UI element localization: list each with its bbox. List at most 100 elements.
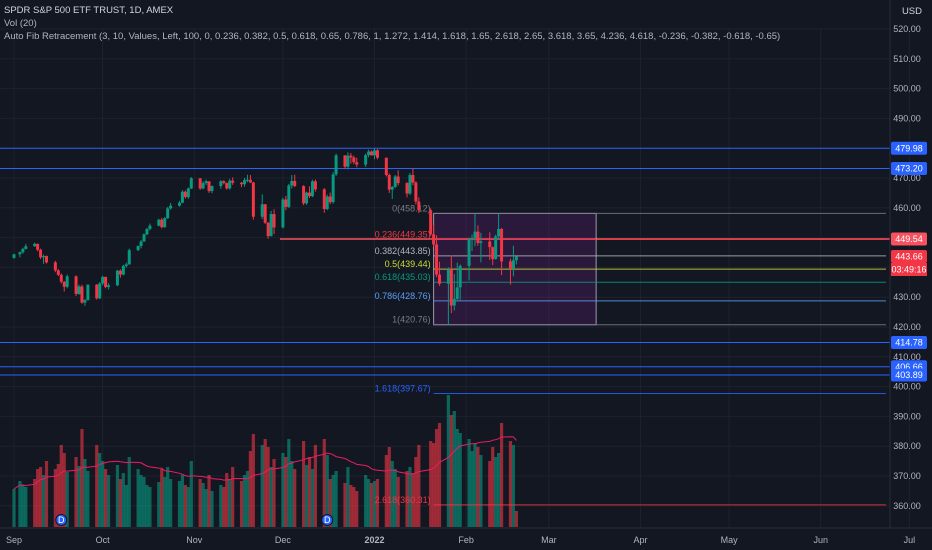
volume-bar — [269, 467, 273, 527]
volume-bar — [104, 469, 108, 527]
volume-bar — [369, 483, 374, 527]
candle-body — [331, 174, 335, 203]
dividend-marker-dec-label: D — [324, 515, 331, 525]
candle-body — [411, 175, 415, 183]
volume-bar — [446, 395, 450, 527]
volume-bar — [201, 483, 205, 527]
candle-body — [479, 241, 483, 243]
volume-bar — [290, 461, 294, 527]
candle-body — [242, 180, 246, 185]
candle-body — [393, 176, 397, 187]
currency-label[interactable]: USD — [901, 6, 922, 17]
volume-bar — [508, 441, 513, 527]
time-axis[interactable]: Sep Oct Nov Dec 2022 Feb Mar Apr May Jun Jul — [0, 527, 932, 545]
volume-bar — [38, 467, 43, 527]
volume-bar — [189, 461, 193, 527]
candle-body — [42, 256, 46, 258]
volume-bar — [251, 434, 255, 527]
fib-legend[interactable]: Auto Fib Retracement (3, 10, Values, Lef… — [4, 31, 781, 42]
candle-body — [370, 151, 374, 156]
volume-legend[interactable]: Vol (20) — [4, 18, 37, 29]
volume-bar — [488, 461, 492, 527]
horizontal-lines — [0, 147, 890, 376]
time-tick: Apr — [633, 535, 647, 545]
candle-body — [488, 241, 492, 248]
candle-body — [476, 231, 480, 243]
fib-label-0.786: 0.786(428.76) — [375, 291, 431, 301]
candle-body — [228, 180, 232, 189]
time-tick: Jun — [813, 535, 828, 545]
volume-bar — [287, 439, 291, 527]
fib-retracement[interactable]: 0(458.12) 0.236(449.35) 0.382(443.85) 0.5(4… — [375, 203, 886, 506]
candle-body — [115, 270, 119, 286]
volume-bar — [499, 423, 504, 527]
volume-bar — [437, 423, 442, 527]
volume-bar — [411, 473, 415, 527]
volume-bar — [343, 483, 347, 527]
candle-body — [508, 261, 512, 269]
candle-body — [56, 270, 60, 275]
candle-body — [45, 256, 49, 263]
price-badge-label: 406.66 — [895, 362, 923, 372]
volume-bar — [432, 443, 436, 527]
candle-body — [417, 201, 421, 211]
time-tick: Jul — [904, 535, 916, 545]
symbol-title[interactable]: SPDR S&P 500 ETF TRUST, 1D, AMEX — [4, 5, 174, 16]
candle-body — [455, 287, 459, 299]
fib-label-1: 1(420.76) — [392, 315, 431, 325]
volume-bar — [325, 455, 329, 527]
fib-label-1.618: 1.618(397.67) — [375, 384, 431, 394]
volume-bar — [393, 469, 397, 527]
volume-bar — [455, 429, 459, 527]
volume-bar — [355, 491, 359, 527]
volume-bar — [304, 465, 309, 527]
volume-bar — [467, 439, 471, 527]
price-badge — [891, 249, 927, 263]
price-badge — [891, 232, 927, 246]
volume-bar — [180, 475, 185, 527]
fib-label-0.618: 0.618(435.03) — [375, 272, 431, 282]
volume-bar — [491, 447, 495, 527]
volume-bar — [301, 441, 306, 527]
candle-body — [77, 286, 81, 294]
volume-bar — [24, 487, 28, 527]
candle-body — [222, 181, 226, 184]
candle-body — [346, 155, 350, 167]
price-badge — [891, 161, 927, 175]
fib-label-0.236: 0.236(449.35) — [375, 230, 431, 240]
candle-body — [53, 262, 57, 271]
candle-body — [473, 231, 477, 238]
candle-body — [231, 180, 235, 183]
candle-body — [325, 196, 329, 209]
time-tick: Oct — [96, 535, 111, 545]
time-tick: Nov — [186, 535, 203, 545]
volume-bar — [384, 455, 388, 527]
volume-bar — [408, 467, 412, 527]
time-tick: Feb — [458, 535, 474, 545]
candle-body — [148, 225, 152, 229]
volume-bar — [514, 511, 518, 527]
candle-body — [511, 260, 515, 269]
price-tick: 460.00 — [893, 203, 921, 213]
volume-bar — [12, 489, 16, 527]
volume-bar — [106, 475, 111, 527]
dividend-marker-sep — [55, 514, 68, 526]
candle-body — [169, 205, 173, 209]
candle-body — [80, 286, 84, 303]
volume-bar — [160, 469, 164, 527]
candle-body — [355, 162, 359, 165]
volume-bar — [322, 439, 326, 527]
volume-bar — [310, 469, 315, 527]
candle-body — [74, 276, 78, 294]
volume-bar — [494, 457, 498, 527]
candle-body — [497, 228, 501, 237]
candle-body — [118, 270, 122, 275]
fib-label-2.618: 2.618(360.31) — [375, 495, 431, 505]
volume-bar — [334, 471, 338, 527]
price-tick: 470.00 — [893, 173, 921, 183]
candle-body — [405, 183, 409, 194]
fib-label-0: 0(458.12) — [392, 203, 431, 213]
candle-body — [62, 281, 66, 287]
